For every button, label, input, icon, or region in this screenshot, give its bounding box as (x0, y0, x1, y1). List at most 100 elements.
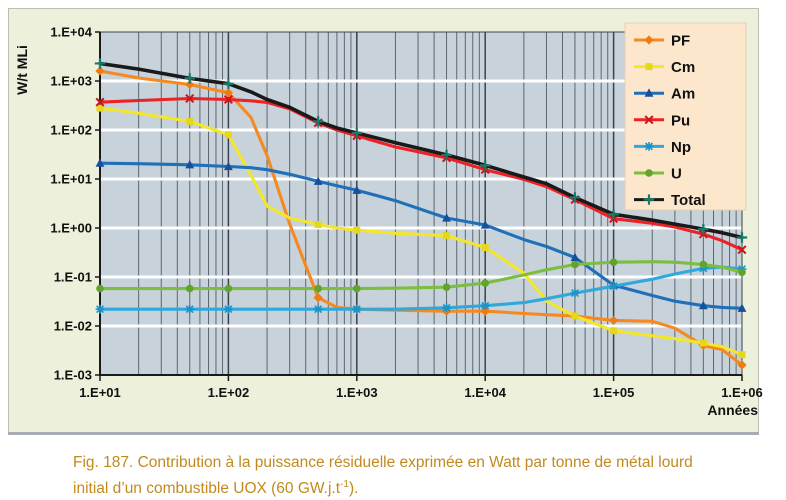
series-Cm (96, 104, 746, 359)
series-marker (313, 176, 323, 185)
legend-item-Cm: Cm (634, 59, 695, 76)
series-marker (698, 223, 709, 235)
x-tick-label: 1.E+03 (336, 385, 378, 400)
series-marker (185, 79, 195, 90)
series-PF-line (98, 69, 744, 367)
series-marker (95, 158, 105, 167)
legend-item-Np: Np (634, 139, 691, 156)
series-marker (353, 226, 361, 234)
series-marker (609, 281, 618, 291)
series-marker (571, 312, 579, 320)
series-marker (481, 243, 489, 251)
series-marker (224, 161, 233, 171)
series-marker (480, 301, 490, 311)
x-tick-label: 1.E+04 (464, 385, 506, 400)
legend-item-Total: Total (634, 192, 706, 209)
legend-label-U: U (671, 166, 682, 183)
series-marker (314, 284, 322, 293)
series-marker (738, 268, 746, 277)
series-U-markers (96, 258, 746, 293)
x-tick-label: 1.E+02 (208, 385, 250, 400)
series-marker (353, 284, 361, 293)
series-marker (185, 93, 195, 103)
series-marker (608, 209, 619, 220)
series-marker (313, 304, 323, 314)
series-marker (186, 117, 194, 125)
series-marker (480, 306, 490, 316)
series-marker (738, 351, 746, 359)
x-axis-title: Années (707, 402, 758, 418)
series-marker (224, 304, 233, 314)
series-marker (699, 339, 707, 347)
series-Np-line (98, 265, 744, 311)
series-marker (442, 283, 451, 291)
series-marker (184, 73, 195, 84)
series-U-line (98, 260, 744, 291)
legend-label-Pu: Pu (671, 112, 690, 129)
series-marker (737, 245, 747, 255)
series-marker (645, 63, 653, 71)
legend-label-Am: Am (671, 86, 695, 103)
y-tick-label: 1.E+01 (50, 172, 92, 187)
legend-item-Am: Am (634, 86, 695, 103)
series-marker (95, 97, 105, 107)
series-marker (698, 263, 708, 273)
series-marker (95, 304, 105, 314)
y-tick-label: 1.E-03 (54, 368, 92, 383)
series-marker (442, 213, 451, 222)
series-marker (352, 304, 362, 314)
series-marker (698, 300, 708, 310)
series-marker (737, 360, 747, 370)
series-Total-markers (94, 58, 748, 243)
series-marker (610, 327, 618, 335)
series-marker (609, 258, 618, 267)
legend: PF Cm Am Pu Np U Total (624, 22, 747, 211)
series-marker (224, 284, 233, 293)
y-tick-label: 1.E-02 (54, 319, 92, 334)
y-tick-label: 1.E+03 (50, 74, 92, 89)
series-marker (185, 159, 195, 169)
series-marker (441, 149, 452, 161)
series-marker (224, 131, 232, 139)
series-Total (94, 58, 748, 243)
series-marker (96, 284, 104, 293)
series-marker (480, 220, 490, 229)
series-Pu-line (98, 96, 744, 252)
series-marker (443, 232, 451, 240)
caption-text: Fig. 187. Contribution à la puissance ré… (73, 454, 693, 498)
residual-power-chart: 1.E+04 1.E+03 1.E+02 1.E+01 1.E+00 1.E-01 1.E-… (8, 8, 763, 435)
y-tick-label: 1.E+04 (50, 25, 92, 40)
series-marker (351, 127, 362, 139)
series-marker (223, 78, 234, 89)
x-tick-label: 1.E+05 (593, 385, 635, 400)
caption-superscript: -1 (340, 479, 349, 490)
series-marker (644, 88, 654, 97)
series-marker (223, 94, 233, 104)
legend-label-PF: PF (671, 33, 690, 50)
x-tick-label: 1.E+01 (79, 385, 121, 400)
series-marker (312, 116, 324, 127)
legend-label-Cm: Cm (671, 59, 695, 76)
series-Total-line (98, 61, 744, 240)
series-marker (94, 58, 106, 69)
y-axis-title: W/t MLi (14, 45, 30, 95)
x-tick-label: 1.E+06 (721, 385, 763, 400)
series-marker (699, 260, 708, 269)
series-marker (644, 142, 654, 151)
figure-caption: Fig. 187. Contribution à la puissance ré… (73, 452, 721, 500)
series-marker (314, 220, 322, 228)
series-marker (313, 292, 323, 303)
caption-suffix: ). (348, 480, 359, 498)
legend-item-PF: PF (634, 33, 690, 50)
series-marker (481, 279, 490, 287)
series-marker (737, 303, 747, 312)
series-Cm-line (98, 106, 744, 357)
series-U (96, 258, 746, 293)
y-tick-label: 1.E-01 (54, 270, 92, 285)
series-marker (570, 252, 580, 262)
series-marker (644, 35, 654, 45)
series-marker (736, 232, 748, 243)
series-marker (571, 260, 579, 269)
series-marker (609, 315, 619, 326)
